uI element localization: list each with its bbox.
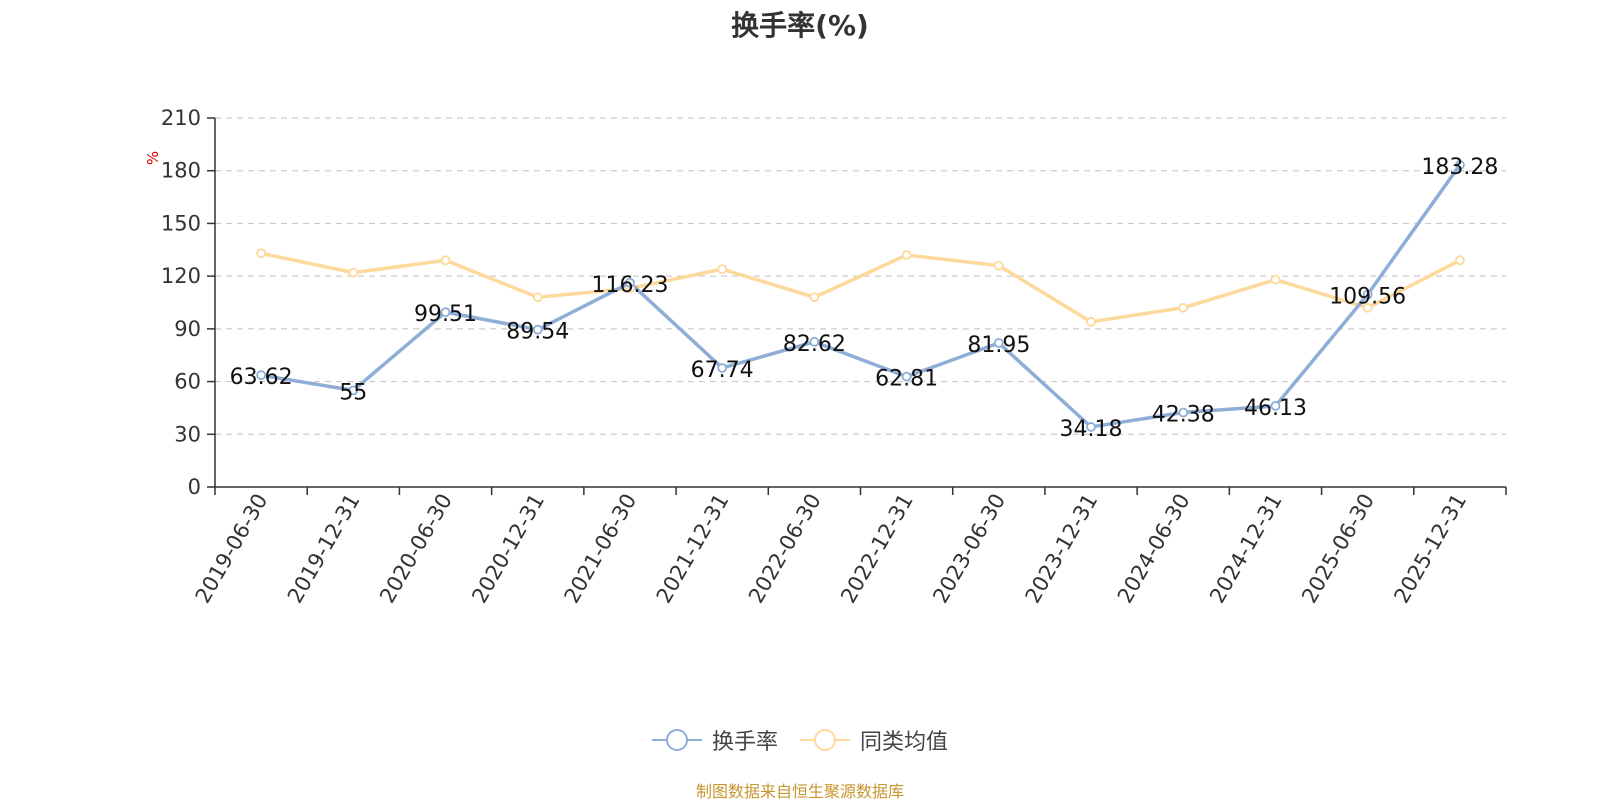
turnover-point xyxy=(1362,289,1373,300)
x-tick-label: 2019-06-30 xyxy=(191,490,273,608)
data-label: 89.54 xyxy=(506,320,569,345)
peer-average-point xyxy=(1270,274,1281,285)
peer-average-point xyxy=(993,260,1004,271)
data-label: 99.51 xyxy=(414,302,477,327)
legend: 换手率 同类均值 xyxy=(0,724,1600,756)
x-tick-label: 2020-12-31 xyxy=(467,490,549,608)
peer-average-point xyxy=(1178,302,1189,313)
x-tick-label: 2020-06-30 xyxy=(375,490,457,608)
peer-average-point xyxy=(348,267,359,278)
x-tick-label: 2023-06-30 xyxy=(928,490,1010,608)
data-label: 109.56 xyxy=(1329,284,1406,309)
x-tick-label: 2021-12-31 xyxy=(652,490,734,608)
y-tick-label: 210 xyxy=(161,106,201,130)
x-tick-label: 2025-12-31 xyxy=(1389,490,1471,608)
legend-marker-peer-average-icon xyxy=(800,729,850,751)
data-labels: 63.62 55 99.51 89.54 116.23 67.74 82.62 62.81 81… xyxy=(230,155,1499,442)
data-label: 82.62 xyxy=(783,332,846,357)
legend-marker-turnover-icon xyxy=(651,729,702,751)
data-label: 34.18 xyxy=(1060,417,1123,442)
y-axis-unit-label: % xyxy=(144,151,162,165)
x-tick-label: 2024-06-30 xyxy=(1113,490,1195,608)
turnover-point xyxy=(532,324,543,335)
data-label: 183.28 xyxy=(1421,155,1498,180)
series-lines xyxy=(259,163,1462,429)
turnover-point xyxy=(1454,160,1465,170)
y-tick-label: 120 xyxy=(161,264,201,288)
data-label: 46.13 xyxy=(1244,396,1307,421)
peer-average-point xyxy=(532,292,543,303)
legend-item-peer-average[interactable]: 同类均值 xyxy=(800,724,948,756)
turnover-point xyxy=(901,371,912,382)
turnover-point xyxy=(348,385,359,396)
data-label: 81.95 xyxy=(967,333,1030,358)
peer-average-point xyxy=(440,255,451,266)
series-line-turnover xyxy=(259,163,1462,429)
x-tick-label: 2022-12-31 xyxy=(836,490,918,608)
turnover-point xyxy=(1270,401,1281,411)
turnover-point xyxy=(993,338,1004,348)
y-tick-label: 150 xyxy=(161,211,201,235)
peer-average-point xyxy=(901,250,912,260)
data-points xyxy=(256,160,1465,432)
series-line-peer-average xyxy=(259,251,1462,324)
data-label: 116.23 xyxy=(591,273,668,298)
turnover-point xyxy=(1086,422,1096,432)
x-tick-label: 2019-12-31 xyxy=(283,490,365,608)
turnover-point xyxy=(717,363,728,373)
legend-label-turnover: 换手率 xyxy=(711,730,778,755)
peer-average-point xyxy=(1086,316,1096,327)
data-label: 55 xyxy=(339,380,367,405)
y-tick-label: 60 xyxy=(174,370,201,394)
data-label: 63.62 xyxy=(230,365,293,390)
peer-average-point xyxy=(1454,255,1465,266)
chart-title: 换手率(%) xyxy=(731,9,869,42)
y-tick-label: 30 xyxy=(174,422,201,446)
legend-item-turnover[interactable]: 换手率 xyxy=(651,724,778,756)
peer-average-point xyxy=(256,248,267,259)
y-tick-label: 180 xyxy=(161,159,201,183)
y-tick-label: 90 xyxy=(174,317,201,341)
data-label: 67.74 xyxy=(691,358,754,383)
turnover-point xyxy=(809,336,820,347)
peer-average-point xyxy=(1362,302,1373,313)
y-tick-label: 0 xyxy=(188,475,201,499)
turnover-point xyxy=(625,277,635,288)
peer-average-point xyxy=(809,292,820,303)
x-tick-label: 2025-06-30 xyxy=(1297,490,1379,608)
turnover-point xyxy=(440,307,451,318)
peer-average-point xyxy=(717,264,728,275)
data-label: 62.81 xyxy=(875,367,938,392)
data-source-note: 制图数据来自恒生聚源数据库 xyxy=(695,782,904,801)
legend-label-peer-average: 同类均值 xyxy=(860,730,949,755)
x-tick-label: 2023-12-31 xyxy=(1021,490,1103,608)
turnover-point xyxy=(1178,407,1189,418)
data-label: 42.38 xyxy=(1152,403,1215,428)
turnover-point xyxy=(256,370,267,381)
x-tick-label: 2024-12-31 xyxy=(1205,490,1287,608)
x-tick-label: 2022-06-30 xyxy=(744,490,826,608)
x-tick-label: 2021-06-30 xyxy=(559,490,641,608)
